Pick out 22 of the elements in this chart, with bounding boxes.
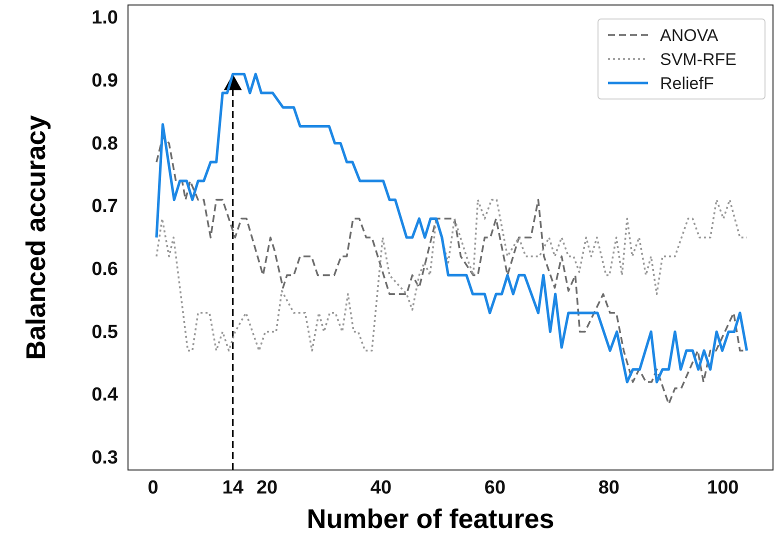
legend-label: SVM-RFE xyxy=(660,50,736,69)
x-axis-title: Number of features xyxy=(306,504,554,533)
y-tick-label: 0.6 xyxy=(92,259,118,280)
y-tick-label: 1.0 xyxy=(92,8,118,29)
line-series xyxy=(156,198,748,352)
y-tick-label: 0.3 xyxy=(92,448,118,469)
x-tick-label: 0 xyxy=(148,477,158,498)
y-tick-label: 0.5 xyxy=(92,322,118,343)
x-tick-label: 80 xyxy=(598,477,620,498)
x-tick-label: 20 xyxy=(256,477,278,498)
y-tick-label: 0.7 xyxy=(92,196,118,218)
x-tick-label: 40 xyxy=(370,477,392,498)
x-tick-label: 100 xyxy=(707,477,739,498)
legend-label: ANOVA xyxy=(660,26,719,45)
y-tick-label: 0.8 xyxy=(92,133,118,154)
y-tick-label: 0.9 xyxy=(92,70,118,92)
x-tick-label: 14 xyxy=(222,477,244,498)
y-axis-title: Balanced accuracy xyxy=(21,115,51,360)
y-tick-label: 0.4 xyxy=(92,384,118,406)
legend-label: ReliefF xyxy=(660,74,714,93)
line-series xyxy=(155,72,748,384)
x-tick-label: 60 xyxy=(484,477,506,498)
